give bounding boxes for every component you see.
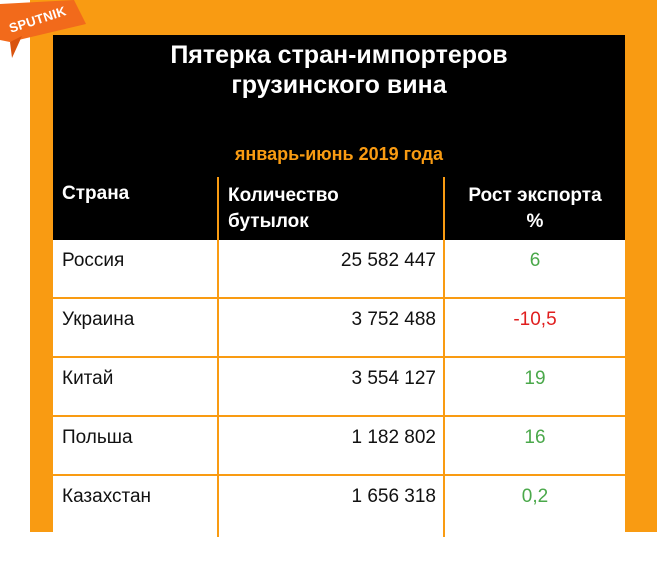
growth-cell: -10,5: [513, 309, 557, 330]
country-cell: Россия: [62, 250, 125, 271]
header-growth-line-1: Рост экспорта: [468, 185, 602, 206]
country-cell: Казахстан: [62, 486, 152, 507]
logo-badge-shape: [0, 0, 86, 58]
table-header: Страна Количество бутылок Рост экспорта …: [53, 177, 625, 240]
table-row: Казахстан 1 656 318 0,2: [53, 476, 625, 535]
header-growth: Рост экспорта %: [445, 183, 625, 235]
column-divider: [217, 240, 219, 537]
header-divider: [217, 177, 219, 240]
page-title: Пятерка стран-импортеров грузинского вин…: [53, 40, 625, 100]
infographic-card: Пятерка стран-импортеров грузинского вин…: [53, 35, 625, 537]
table-row: Польша 1 182 802 16: [53, 417, 625, 476]
country-cell: Польша: [62, 427, 133, 448]
quantity-cell: 1 656 318: [351, 486, 436, 507]
title-line-2: грузинского вина: [231, 71, 447, 99]
growth-cell: 19: [524, 368, 546, 389]
header-divider: [443, 177, 445, 240]
table-body: Россия 25 582 447 6 Украина 3 752 488 -1…: [53, 240, 625, 537]
header-quantity-line-1: Количество: [228, 185, 339, 206]
row-separator: [53, 474, 625, 476]
column-divider: [443, 240, 445, 537]
title-line-1: Пятерка стран-импортеров: [170, 41, 508, 69]
header-quantity-line-2: бутылок: [228, 211, 309, 232]
growth-cell: 0,2: [521, 486, 549, 507]
quantity-cell: 3 554 127: [351, 368, 436, 389]
row-separator: [53, 415, 625, 417]
growth-cell: 16: [524, 427, 546, 448]
quantity-cell: 3 752 488: [351, 309, 436, 330]
row-separator: [53, 356, 625, 358]
period-subtitle: январь-июнь 2019 года: [234, 144, 444, 164]
country-cell: Китай: [62, 368, 114, 389]
header-country: Страна: [62, 183, 130, 204]
quantity-cell: 1 182 802: [351, 427, 436, 448]
header-growth-line-2: %: [526, 211, 544, 232]
country-cell: Украина: [62, 309, 135, 330]
header-quantity: Количество бутылок: [228, 183, 339, 235]
table-row: Украина 3 752 488 -10,5: [53, 299, 625, 358]
growth-cell: 6: [529, 250, 541, 271]
table-row: Китай 3 554 127 19: [53, 358, 625, 417]
row-separator: [53, 297, 625, 299]
quantity-cell: 25 582 447: [340, 250, 436, 271]
sputnik-logo: SPUTNIK: [0, 0, 86, 58]
table-row: Россия 25 582 447 6: [53, 240, 625, 299]
